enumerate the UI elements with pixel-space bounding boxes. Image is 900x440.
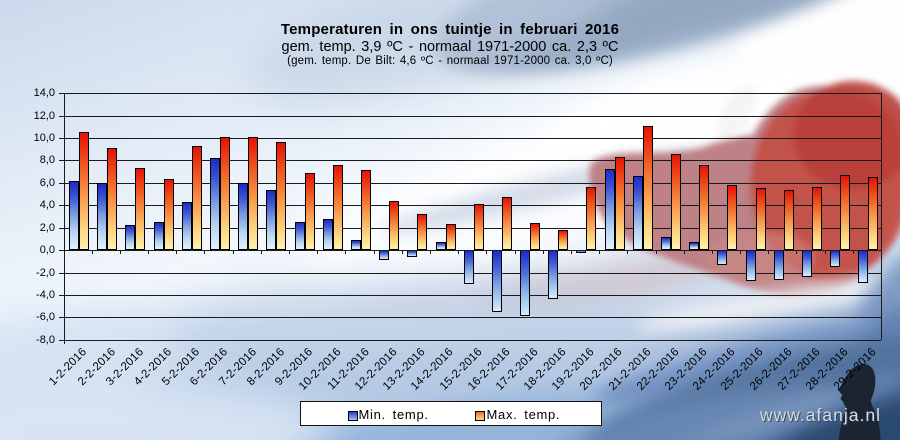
svg-text:www.afanja.nl: www.afanja.nl [760, 406, 882, 426]
svg-text:www.afanja.nl: www.afanja.nl [759, 405, 881, 425]
